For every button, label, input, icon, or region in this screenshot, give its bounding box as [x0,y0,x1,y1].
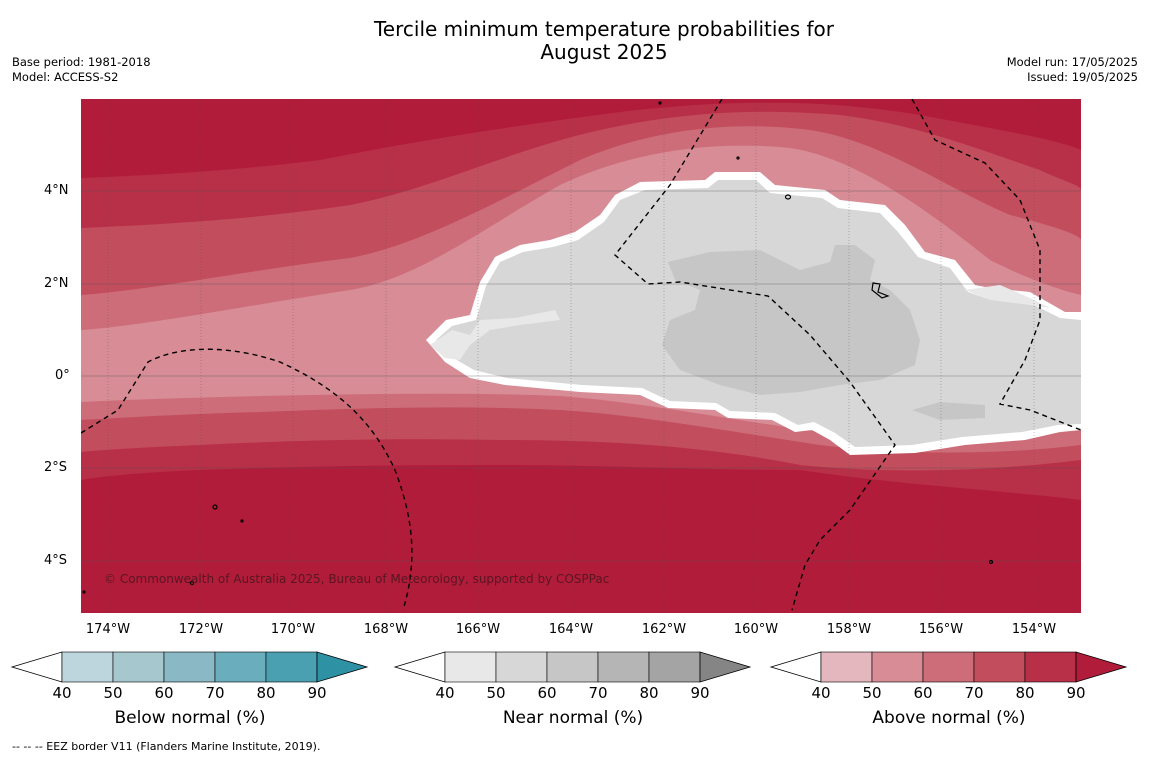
colorbar-segment [265,651,318,683]
colorbar-extend-low [769,651,822,683]
colorbar-tick: 50 [103,684,123,702]
lat-label: 4°S [44,553,68,568]
colorbar-segment [61,651,114,683]
map [81,99,1081,613]
colorbar-tick: 60 [154,684,174,702]
lon-label: 168°W [363,622,409,637]
colorbar-tick: 70 [205,684,225,702]
colorbars [10,651,1128,683]
meta-right: Model run: 17/05/2025 Issued: 19/05/2025 [1007,55,1138,85]
lon-label: 154°W [1011,622,1057,637]
colorbar-segment [973,651,1026,683]
near-normal-60-70-east [912,402,985,420]
chart-title: Tercile minimum temperature probabilitie… [300,18,908,64]
colorbar-tick: 50 [862,684,882,702]
colorbar-0 [10,651,369,683]
lon-label: 174°W [85,622,131,637]
colorbar-tick: 50 [486,684,506,702]
lon-label: 158°W [826,622,872,637]
lon-label: 164°W [548,622,594,637]
colorbar-extend-high [1075,651,1128,683]
eez-footnote: -- -- -- EEZ border V11 (Flanders Marine… [12,740,321,753]
colorbar-segment [163,651,216,683]
colorbar-tick: 90 [307,684,327,702]
lon-label: 162°W [641,622,687,637]
lon-label: 160°W [733,622,779,637]
colorbar-segment [495,651,548,683]
colorbar-title-near: Near normal (%) [502,708,644,728]
lon-label: 172°W [178,622,224,637]
colorbar-tick: 40 [811,684,831,702]
colorbar-tick: 80 [639,684,659,702]
colorbar-segment [820,651,873,683]
near-normal-60-70 [662,245,920,395]
lat-label: 2°S [44,460,68,475]
model-name: Model: ACCESS-S2 [12,70,119,84]
title-line-2: August 2025 [540,40,668,64]
title-line-1: Tercile minimum temperature probabilitie… [373,17,835,41]
colorbar-1 [393,651,752,683]
colorbar-tick: 80 [1015,684,1035,702]
colorbar-tick: 90 [1066,684,1086,702]
colorbar-segment [597,651,650,683]
colorbar-tick: 70 [964,684,984,702]
near-normal-40-50-east [965,285,1050,308]
base-period: Base period: 1981-2018 [12,55,151,69]
colorbar-tick: 80 [256,684,276,702]
lon-label: 156°W [918,622,964,637]
colorbar-extend-high [316,651,369,683]
colorbar-extend-high [699,651,752,683]
colorbar-segment [1024,651,1077,683]
colorbar-segment [546,651,599,683]
colorbar-segment [871,651,924,683]
colorbar-tick: 40 [52,684,72,702]
meta-left: Base period: 1981-2018 Model: ACCESS-S2 [12,55,151,85]
islands [82,101,994,594]
graticule [81,99,1081,613]
colorbar-tick: 60 [913,684,933,702]
colorbar-tick: 60 [537,684,557,702]
colorbar-title-above: Above normal (%) [872,708,1026,728]
colorbar-segment [444,651,497,683]
lon-label: 166°W [455,622,501,637]
colorbar-segment [922,651,975,683]
lat-label: 2°N [44,276,69,291]
issued-date: Issued: 19/05/2025 [1027,70,1138,84]
colorbar-title-below: Below normal (%) [114,708,266,728]
copyright-notice: © Commonwealth of Australia 2025, Bureau… [104,572,610,586]
colorbar-segment [214,651,267,683]
colorbar-tick: 90 [690,684,710,702]
lon-label: 170°W [270,622,316,637]
eez-borders [81,99,1081,611]
colorbar-tick: 40 [435,684,455,702]
colorbar-2 [769,651,1128,683]
model-run: Model run: 17/05/2025 [1006,55,1138,69]
lat-label: 4°N [44,183,69,198]
colorbar-extend-low [10,651,63,683]
lat-label: 0° [55,368,70,383]
colorbar-segment [648,651,701,683]
colorbar-segment [112,651,165,683]
colorbar-tick: 70 [588,684,608,702]
near-normal-40-50 [430,310,560,360]
colorbar-extend-low [393,651,446,683]
